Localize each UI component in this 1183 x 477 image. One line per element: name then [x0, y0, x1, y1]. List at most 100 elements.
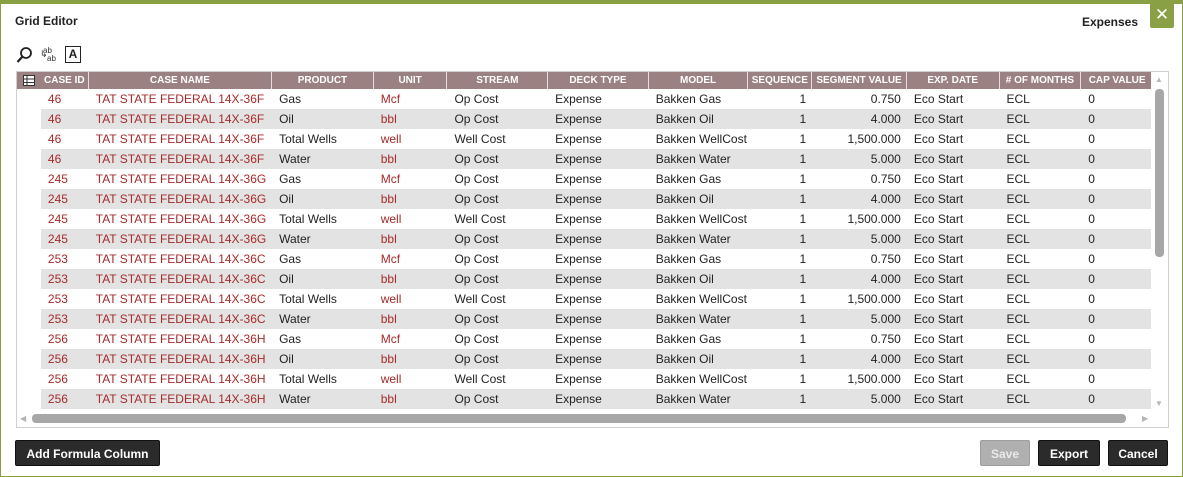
cell-product[interactable]: Water: [279, 232, 311, 246]
cell-case-name[interactable]: TAT STATE FEDERAL 14X-36H: [95, 332, 266, 346]
table-row[interactable]: 253 TAT STATE FEDERAL 14X-36C Total Wells w…: [17, 289, 1153, 309]
cell-case-id[interactable]: 256: [47, 332, 68, 346]
cell-segment-value[interactable]: 1,500.000: [847, 292, 901, 306]
cell-unit[interactable]: well: [380, 132, 402, 146]
cell-cap-value[interactable]: 0: [1088, 292, 1095, 306]
table-row[interactable]: 256 TAT STATE FEDERAL 14X-36H Total Wells w…: [17, 369, 1153, 389]
cell-model[interactable]: Bakken Oil: [655, 112, 714, 126]
vertical-scroll-thumb[interactable]: [1155, 89, 1164, 257]
font-format-button[interactable]: A: [65, 46, 81, 63]
cell-exp-date[interactable]: Eco Start: [913, 112, 964, 126]
cell-case-name[interactable]: TAT STATE FEDERAL 14X-36C: [95, 312, 266, 326]
table-row[interactable]: 256 TAT STATE FEDERAL 14X-36H Water bbl Op C…: [17, 389, 1153, 409]
cell-case-id[interactable]: 245: [47, 192, 68, 206]
cell-case-id[interactable]: 253: [47, 272, 68, 286]
col-header-cap-value[interactable]: CAP VALUE: [1088, 75, 1146, 86]
cell-sequence[interactable]: 1: [799, 272, 807, 286]
cell-case-id[interactable]: 46: [47, 152, 62, 166]
cell-model[interactable]: Bakken Gas: [655, 332, 722, 346]
cell-case-id[interactable]: 46: [47, 132, 62, 146]
cell-stream[interactable]: Op Cost: [454, 392, 499, 406]
cell-stream[interactable]: Op Cost: [454, 312, 499, 326]
cell-segment-value[interactable]: 4.000: [870, 352, 901, 366]
cell-case-name[interactable]: TAT STATE FEDERAL 14X-36H: [95, 392, 266, 406]
cell-cap-value[interactable]: 0: [1088, 92, 1095, 106]
cell-num-months[interactable]: ECL: [1006, 252, 1030, 266]
table-row[interactable]: 253 TAT STATE FEDERAL 14X-36C Oil bbl Op Cos…: [17, 269, 1153, 289]
cell-product[interactable]: Water: [279, 152, 311, 166]
cell-product[interactable]: Oil: [279, 112, 294, 126]
cell-model[interactable]: Bakken Oil: [655, 192, 714, 206]
col-header-stream[interactable]: STREAM: [447, 72, 549, 89]
cell-model[interactable]: Bakken Water: [655, 152, 731, 166]
cell-num-months[interactable]: ECL: [1006, 392, 1030, 406]
cell-deck-type[interactable]: Expense: [555, 132, 602, 146]
cell-deck-type[interactable]: Expense: [555, 292, 602, 306]
table-row[interactable]: 245 TAT STATE FEDERAL 14X-36G Gas Mcf Op Cos…: [17, 169, 1153, 189]
cell-sequence[interactable]: 1: [799, 92, 807, 106]
cell-cap-value[interactable]: 0: [1088, 192, 1095, 206]
cell-segment-value[interactable]: 1,500.000: [847, 132, 901, 146]
cell-segment-value[interactable]: 4.000: [870, 192, 901, 206]
cell-cap-value[interactable]: 0: [1088, 152, 1095, 166]
cell-deck-type[interactable]: Expense: [555, 112, 602, 126]
table-row[interactable]: 46 TAT STATE FEDERAL 14X-36F Water bbl Op Co…: [17, 149, 1153, 169]
cell-model[interactable]: Bakken WellCost: [655, 372, 747, 386]
scroll-left-icon[interactable]: ◀: [20, 414, 27, 423]
cell-deck-type[interactable]: Expense: [555, 232, 602, 246]
cell-product[interactable]: Water: [279, 312, 311, 326]
cell-product[interactable]: Gas: [279, 172, 302, 186]
cell-case-id[interactable]: 245: [47, 172, 68, 186]
cell-product[interactable]: Total Wells: [279, 132, 337, 146]
cell-case-name[interactable]: TAT STATE FEDERAL 14X-36G: [95, 232, 267, 246]
cell-stream[interactable]: Well Cost: [454, 132, 506, 146]
cell-num-months[interactable]: ECL: [1006, 272, 1030, 286]
cell-product[interactable]: Oil: [279, 272, 294, 286]
cell-exp-date[interactable]: Eco Start: [913, 132, 964, 146]
cell-case-id[interactable]: 253: [47, 252, 68, 266]
cell-num-months[interactable]: ECL: [1006, 332, 1030, 346]
cell-num-months[interactable]: ECL: [1006, 372, 1030, 386]
cell-sequence[interactable]: 1: [799, 252, 807, 266]
cell-segment-value[interactable]: 4.000: [870, 272, 901, 286]
cell-stream[interactable]: Op Cost: [454, 152, 499, 166]
cell-deck-type[interactable]: Expense: [555, 152, 602, 166]
cell-segment-value[interactable]: 0.750: [870, 252, 901, 266]
cell-unit[interactable]: Mcf: [380, 92, 401, 106]
cell-sequence[interactable]: 1: [799, 212, 807, 226]
cell-case-name[interactable]: TAT STATE FEDERAL 14X-36F: [95, 132, 265, 146]
cell-case-name[interactable]: TAT STATE FEDERAL 14X-36G: [95, 212, 267, 226]
cell-product[interactable]: Total Wells: [279, 292, 337, 306]
cell-num-months[interactable]: ECL: [1006, 192, 1030, 206]
cancel-button[interactable]: Cancel: [1108, 440, 1168, 466]
table-row[interactable]: 256 TAT STATE FEDERAL 14X-36H Gas Mcf Op Cos…: [17, 329, 1153, 349]
cell-case-id[interactable]: 256: [47, 352, 68, 366]
cell-num-months[interactable]: ECL: [1006, 112, 1030, 126]
cell-unit[interactable]: bbl: [380, 312, 397, 326]
col-header-sequence[interactable]: SEQUENCE: [748, 72, 813, 89]
cell-exp-date[interactable]: Eco Start: [913, 252, 964, 266]
table-row[interactable]: 46 TAT STATE FEDERAL 14X-36F Gas Mcf Op Cost…: [17, 89, 1153, 109]
scroll-right-icon[interactable]: ▶: [1142, 414, 1149, 423]
cell-cap-value[interactable]: 0: [1088, 132, 1095, 146]
cell-sequence[interactable]: 1: [799, 352, 807, 366]
cell-case-name[interactable]: TAT STATE FEDERAL 14X-36C: [95, 292, 266, 306]
col-header-unit[interactable]: UNIT: [374, 72, 448, 89]
cell-case-name[interactable]: TAT STATE FEDERAL 14X-36C: [95, 272, 266, 286]
vertical-scrollbar[interactable]: ▲ ▼: [1151, 72, 1168, 412]
cell-segment-value[interactable]: 0.750: [870, 172, 901, 186]
col-header-product[interactable]: PRODUCT: [272, 72, 374, 89]
cell-unit[interactable]: well: [380, 292, 402, 306]
cell-case-id[interactable]: 46: [47, 92, 62, 106]
cell-product[interactable]: Gas: [279, 92, 302, 106]
cell-exp-date[interactable]: Eco Start: [913, 352, 964, 366]
cell-num-months[interactable]: ECL: [1006, 292, 1030, 306]
cell-stream[interactable]: Op Cost: [454, 252, 499, 266]
cell-segment-value[interactable]: 5.000: [870, 232, 901, 246]
cell-segment-value[interactable]: 5.000: [870, 152, 901, 166]
search-button[interactable]: [16, 46, 34, 64]
cell-sequence[interactable]: 1: [799, 292, 807, 306]
cell-product[interactable]: Gas: [279, 252, 302, 266]
cell-case-name[interactable]: TAT STATE FEDERAL 14X-36G: [95, 192, 267, 206]
cell-stream[interactable]: Op Cost: [454, 332, 499, 346]
